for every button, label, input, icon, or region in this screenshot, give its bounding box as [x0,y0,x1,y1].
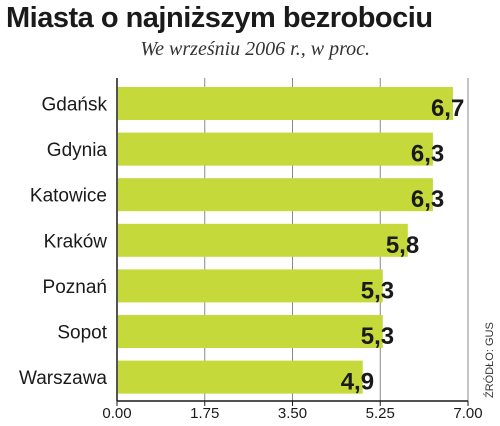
x-tick-label: 3.50 [278,405,307,422]
source-label: ŹRÓDŁO: GUS [483,322,496,398]
bar [118,360,363,394]
x-tick-label: 0.00 [102,405,131,422]
category-label: Gdańsk [42,95,108,116]
bar [118,87,453,120]
bar [118,132,433,166]
category-label: Warszawa [19,368,107,389]
bar [118,178,433,212]
category-label: Gdynia [47,140,108,161]
bar [118,269,383,303]
category-label: Kraków [44,231,108,252]
category-label: Poznań [43,277,107,298]
category-label: Sopot [57,323,107,344]
value-label: 6,3 [411,141,444,168]
value-label: 4,9 [341,369,374,396]
value-label: 5,8 [386,232,419,259]
x-tick-label: 1.75 [190,405,219,422]
value-label: 6,3 [411,186,444,213]
chart-subtitle: We wrześniu 2006 r., w proc. [140,38,370,60]
bar [118,315,383,348]
chart-title: Miasta o najniższym bezrobociu [6,2,433,34]
value-label: 6,7 [431,95,464,122]
value-label: 5,3 [361,323,394,350]
bar [118,223,408,257]
x-tick-label: 5.25 [366,405,395,422]
value-label: 5,3 [361,277,394,304]
category-label: Katowice [30,186,107,207]
x-tick-label: 7.00 [453,405,482,422]
